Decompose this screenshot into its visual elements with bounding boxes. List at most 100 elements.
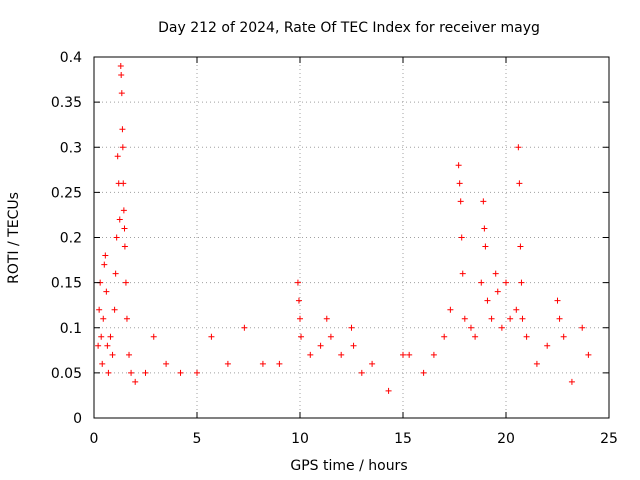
data-point [488, 315, 495, 322]
y-tick-label: 0.3 [60, 140, 82, 156]
data-point [480, 198, 487, 205]
x-tick-label: 10 [291, 431, 309, 447]
data-point [118, 90, 125, 97]
y-tick-label: 0.2 [60, 231, 82, 247]
data-point [276, 360, 283, 367]
data-point [150, 333, 157, 340]
x-axis-label: GPS time / hours [290, 458, 407, 474]
data-point [113, 234, 120, 241]
x-tick-label: 25 [600, 431, 618, 447]
x-tick-label: 0 [90, 431, 99, 447]
data-point [456, 180, 463, 187]
x-tick-label: 20 [497, 431, 515, 447]
data-point [516, 180, 523, 187]
x-axis-ticks: 0 5 10 15 20 25 [90, 57, 618, 447]
data-point [513, 306, 520, 313]
data-point [478, 279, 485, 286]
x-tick-label: 5 [193, 431, 202, 447]
data-point [120, 207, 127, 214]
data-point [484, 297, 491, 304]
x-tick-label: 15 [394, 431, 412, 447]
data-point [507, 315, 514, 322]
data-point [317, 342, 324, 349]
data-point [323, 315, 330, 322]
y-tick-label: 0.25 [51, 185, 82, 201]
data-point [224, 360, 231, 367]
data-point [533, 360, 540, 367]
data-point [295, 297, 302, 304]
data-point [350, 342, 357, 349]
data-point [358, 369, 365, 376]
data-point [104, 342, 111, 349]
data-point [177, 369, 184, 376]
y-tick-label: 0.4 [60, 50, 82, 66]
y-tick-label: 0.05 [51, 366, 82, 382]
data-markers [95, 63, 592, 394]
y-tick-label: 0.15 [51, 276, 82, 292]
data-point [142, 369, 149, 376]
y-axis-ticks: 0 0.05 0.1 0.15 0.2 0.25 0.3 0.35 0.4 [51, 50, 609, 427]
data-point [298, 333, 305, 340]
data-point [194, 369, 200, 376]
data-point [494, 288, 501, 295]
data-point [121, 243, 128, 250]
data-point [517, 243, 524, 250]
data-point [100, 315, 107, 322]
data-point [307, 351, 314, 358]
data-point [518, 279, 525, 286]
data-point [109, 351, 116, 358]
data-point [457, 198, 464, 205]
data-point [116, 216, 123, 223]
data-point [492, 270, 499, 277]
data-point [472, 333, 479, 340]
data-point [461, 315, 468, 322]
data-point [118, 72, 125, 79]
data-point [554, 297, 561, 304]
data-point [120, 180, 127, 187]
y-tick-label: 0.1 [60, 321, 82, 337]
data-point [458, 234, 465, 241]
data-point [208, 333, 215, 340]
data-point [98, 333, 105, 340]
data-point [515, 144, 522, 151]
data-point [114, 153, 121, 160]
plot-frame [93, 56, 610, 419]
data-point [123, 315, 130, 322]
data-point [103, 288, 110, 295]
data-point [579, 324, 586, 331]
y-axis-label: ROTI / TECUs [6, 192, 22, 284]
data-point [519, 315, 526, 322]
data-point [441, 333, 448, 340]
data-point [544, 342, 551, 349]
data-point [430, 351, 437, 358]
data-point [482, 243, 489, 250]
data-point [132, 378, 139, 385]
data-point [117, 63, 124, 70]
data-point [241, 324, 248, 331]
data-point [111, 306, 118, 313]
data-point [481, 225, 488, 232]
data-point [112, 270, 119, 277]
grid-lines [94, 57, 609, 418]
data-point [585, 351, 592, 358]
data-point [503, 279, 509, 286]
data-point [400, 351, 406, 358]
data-point [297, 315, 303, 322]
data-point [447, 306, 454, 313]
data-point [107, 333, 114, 340]
data-point [467, 324, 474, 331]
data-point [455, 162, 462, 169]
data-point [122, 279, 129, 286]
chart-title: Day 212 of 2024, Rate Of TEC Index for r… [158, 20, 540, 36]
data-point [119, 144, 126, 151]
data-point [128, 369, 135, 376]
data-point [101, 261, 108, 268]
data-point [523, 333, 530, 340]
data-point [294, 279, 301, 286]
y-tick-label: 0.35 [51, 95, 82, 111]
data-point [420, 369, 427, 376]
data-point [126, 351, 133, 358]
data-point [498, 324, 505, 331]
data-point [259, 360, 266, 367]
